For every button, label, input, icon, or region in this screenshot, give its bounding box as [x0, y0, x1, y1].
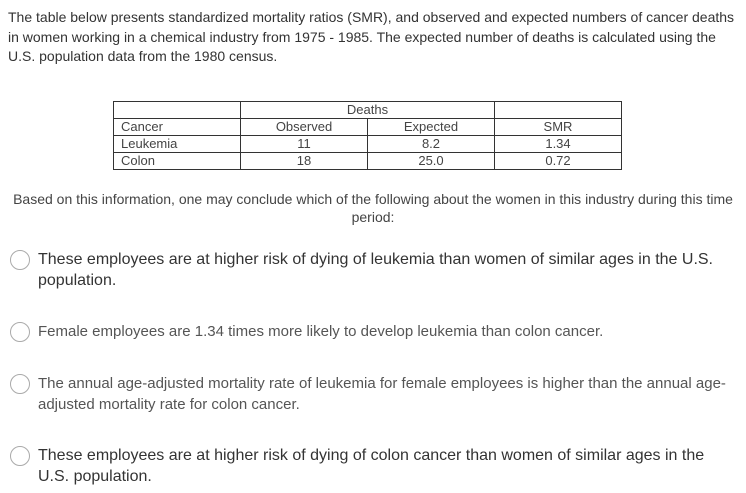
empty-cell [113, 101, 241, 119]
question-text: Based on this information, one may concl… [13, 191, 733, 225]
smr-table: Deaths Cancer Observed Expected SMR Leuk… [113, 101, 622, 170]
radio-button[interactable] [10, 446, 30, 466]
answer-option[interactable]: These employees are at higher risk of dy… [10, 249, 730, 291]
answer-option[interactable]: The annual age-adjusted mortality rate o… [10, 373, 730, 415]
header-cell: Cancer [113, 118, 241, 136]
header-cell: Observed [240, 118, 368, 136]
empty-cell [494, 101, 622, 119]
option-text[interactable]: Female employees are 1.34 times more lik… [38, 323, 604, 340]
radio-button[interactable] [10, 250, 30, 270]
intro-text: The table below presents standardized mo… [8, 9, 735, 64]
table-cell: 0.72 [494, 152, 622, 170]
answer-option[interactable]: Female employees are 1.34 times more lik… [10, 321, 730, 342]
table-cell: 25.0 [367, 152, 495, 170]
table-cell: 8.2 [367, 135, 495, 153]
table-cell: 11 [240, 135, 368, 153]
option-text[interactable]: The annual age-adjusted mortality rate o… [38, 375, 726, 413]
answer-option[interactable]: These employees are at higher risk of dy… [10, 445, 730, 487]
option-text[interactable]: These employees are at higher risk of dy… [38, 251, 713, 289]
table-cell: 1.34 [494, 135, 622, 153]
table-cell: Leukemia [113, 135, 241, 153]
header-cell: SMR [494, 118, 622, 136]
group-header: Deaths [240, 101, 495, 119]
table-cell: 18 [240, 152, 368, 170]
header-cell: Expected [367, 118, 495, 136]
radio-button[interactable] [10, 322, 30, 342]
option-text[interactable]: These employees are at higher risk of dy… [38, 447, 705, 485]
table-cell: Colon [113, 152, 241, 170]
radio-button[interactable] [10, 374, 30, 394]
